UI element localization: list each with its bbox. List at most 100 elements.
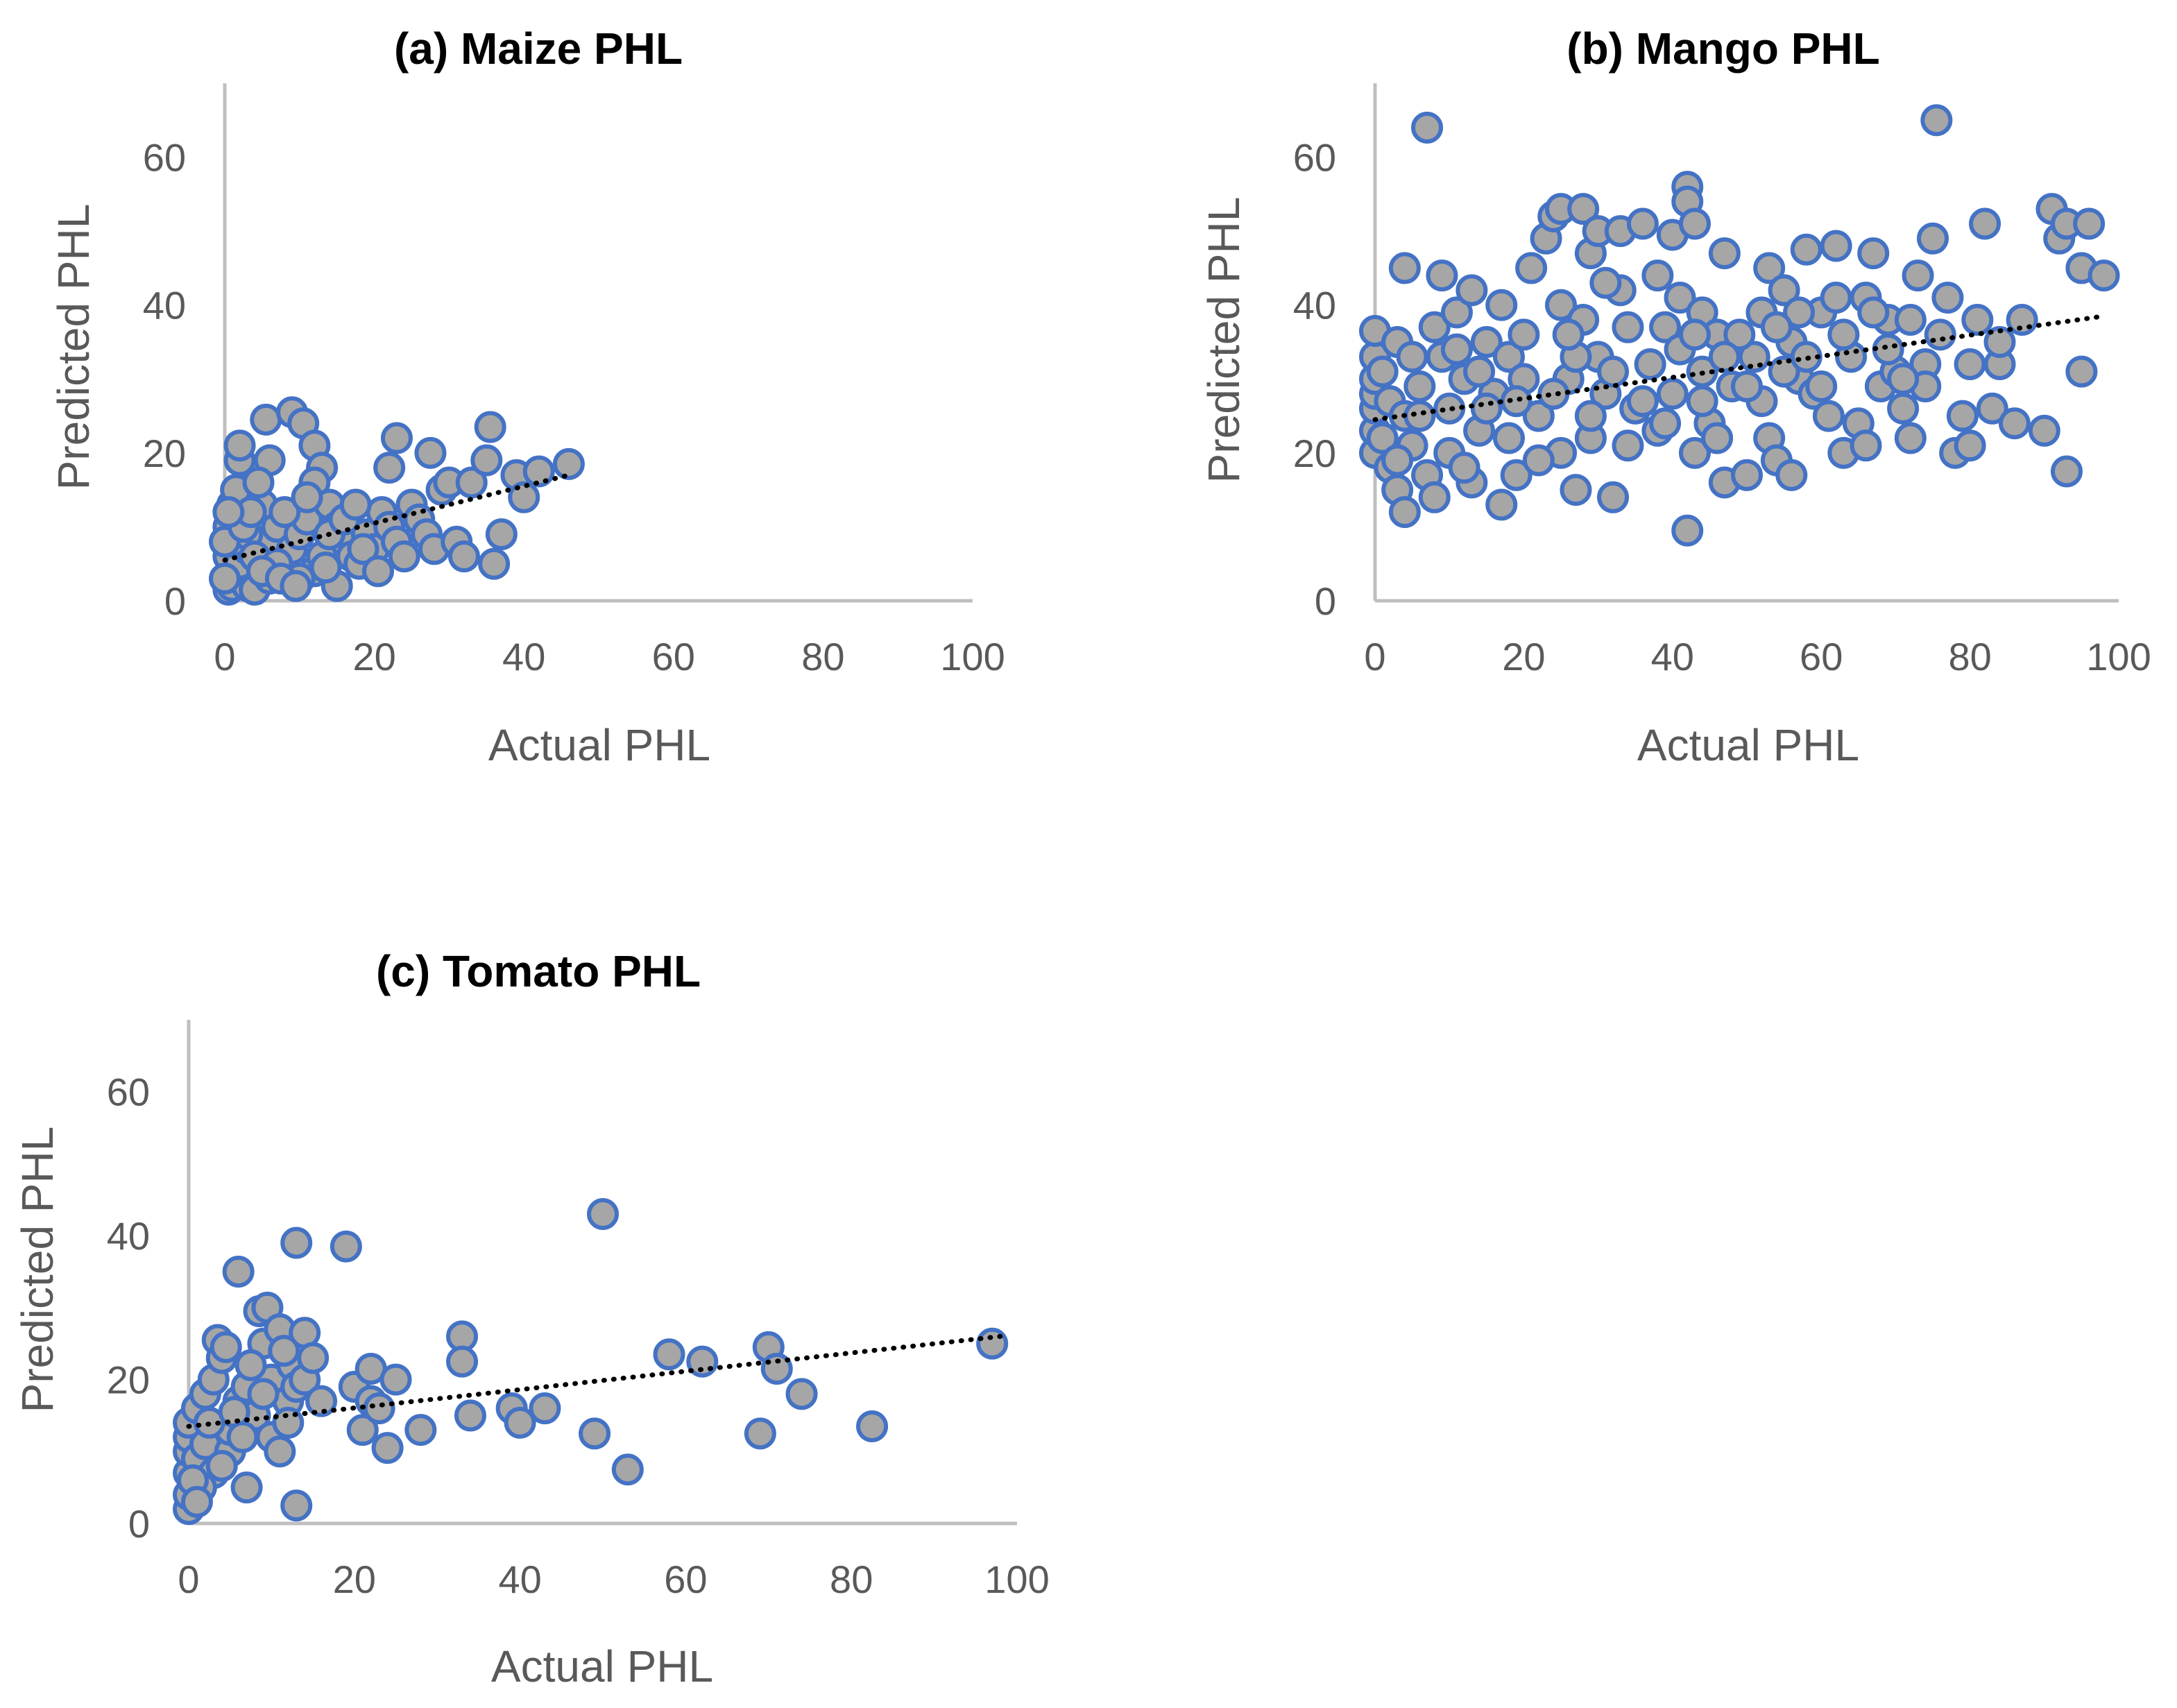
data-point xyxy=(1508,318,1540,351)
data-point xyxy=(250,403,282,436)
data-point xyxy=(529,1392,561,1425)
chart-mango: (b) Mango PHL Predicted PHL Actual PHL 0… xyxy=(1199,24,2151,770)
data-point xyxy=(1366,355,1399,388)
data-point xyxy=(2088,259,2120,292)
x-tick-label: 40 xyxy=(498,1557,541,1601)
data-point xyxy=(230,1471,263,1504)
trendline xyxy=(222,472,572,563)
x-tick-label: 0 xyxy=(1364,635,1385,678)
data-point xyxy=(1946,400,1979,432)
data-point xyxy=(297,1342,330,1374)
data-point xyxy=(373,452,406,484)
data-point xyxy=(1626,207,1659,240)
data-point xyxy=(474,411,506,443)
data-point xyxy=(1411,111,1444,144)
data-point xyxy=(371,1432,404,1464)
data-point xyxy=(242,466,275,499)
chart-tomato: (c) Tomato PHL Predicted PHL Actual PHL … xyxy=(12,946,1050,1691)
data-point xyxy=(1440,296,1473,329)
chart-maize: (a) Maize PHL Predicted PHL Actual PHL 0… xyxy=(49,24,1005,770)
data-point xyxy=(1545,289,1577,321)
data-point xyxy=(1790,233,1822,266)
y-tick-label: 20 xyxy=(143,432,186,475)
data-point xyxy=(1976,392,2008,425)
data-point xyxy=(346,1414,379,1446)
data-point xyxy=(552,447,585,480)
data-point xyxy=(1924,318,1956,351)
data-point xyxy=(212,496,245,529)
data-point xyxy=(1805,370,1838,402)
data-point xyxy=(1649,407,1682,440)
data-point xyxy=(1366,422,1399,454)
y-axis-label: Predicted PHL xyxy=(49,204,99,490)
data-point xyxy=(1552,318,1585,351)
data-point xyxy=(180,1485,213,1518)
data-point xyxy=(976,1327,1009,1360)
data-point xyxy=(1515,252,1548,284)
data-point xyxy=(1954,348,1986,380)
data-point xyxy=(1872,333,1904,366)
data-point xyxy=(210,1331,242,1363)
y-tick-label: 20 xyxy=(107,1358,150,1402)
data-point xyxy=(470,444,503,477)
data-point xyxy=(2050,455,2083,488)
data-point xyxy=(264,1435,296,1468)
data-point xyxy=(1723,318,1756,351)
data-point xyxy=(1463,355,1496,388)
x-tick-label: 0 xyxy=(214,635,235,678)
data-point xyxy=(1783,296,1816,329)
data-point xyxy=(268,496,301,529)
x-tick-label: 40 xyxy=(502,635,545,678)
y-tick-label: 0 xyxy=(164,579,186,623)
y-tick-label: 40 xyxy=(1293,284,1336,327)
data-point xyxy=(234,1349,267,1381)
data-point xyxy=(1983,326,2016,358)
data-point xyxy=(280,570,312,602)
data-point xyxy=(1455,274,1488,307)
data-point xyxy=(1731,370,1763,402)
chart-title: (b) Mango PHL xyxy=(1566,24,1879,74)
data-point xyxy=(380,422,413,454)
data-point xyxy=(247,1378,280,1410)
data-point xyxy=(1418,481,1451,513)
data-point xyxy=(1500,459,1533,491)
x-tick-label: 80 xyxy=(830,1557,873,1601)
data-point xyxy=(414,436,447,469)
data-point xyxy=(1857,296,1890,329)
data-point xyxy=(1969,207,2001,240)
data-point xyxy=(1440,333,1473,366)
x-tick-label: 0 xyxy=(178,1557,199,1601)
data-point xyxy=(1775,459,1808,491)
data-point xyxy=(522,455,555,488)
data-point xyxy=(1920,104,1953,137)
data-point xyxy=(1485,289,1518,321)
data-point xyxy=(1485,488,1518,521)
data-point xyxy=(1686,385,1718,418)
data-point xyxy=(478,547,511,580)
plot-area: 0 20 40 60 80 100 0 20 40 60 xyxy=(1293,83,2151,678)
data-point xyxy=(280,1489,313,1522)
data-point xyxy=(1470,326,1503,358)
x-tick-label: 60 xyxy=(652,635,695,678)
data-point xyxy=(1492,422,1525,454)
data-point xyxy=(1917,222,1949,255)
data-point xyxy=(1448,452,1480,484)
data-point xyxy=(587,1198,619,1231)
data-point xyxy=(1678,318,1711,351)
plot-area: 0 20 40 60 80 100 0 20 40 60 xyxy=(143,83,1005,678)
data-point xyxy=(1641,259,1674,292)
data-point xyxy=(653,1338,685,1371)
y-tick-label: 0 xyxy=(1315,579,1336,623)
y-tick-label: 60 xyxy=(1293,136,1336,180)
data-point xyxy=(1500,385,1533,418)
data-point xyxy=(1560,474,1592,506)
data-point xyxy=(1597,355,1630,388)
data-point xyxy=(1954,429,1986,462)
data-point xyxy=(268,1335,300,1367)
trendline xyxy=(1372,314,2107,422)
data-point xyxy=(1820,230,1852,262)
data-point xyxy=(1894,422,1927,454)
x-tick-label: 60 xyxy=(664,1557,707,1601)
chart-title: (a) Maize PHL xyxy=(394,24,683,74)
data-point xyxy=(1396,341,1428,373)
